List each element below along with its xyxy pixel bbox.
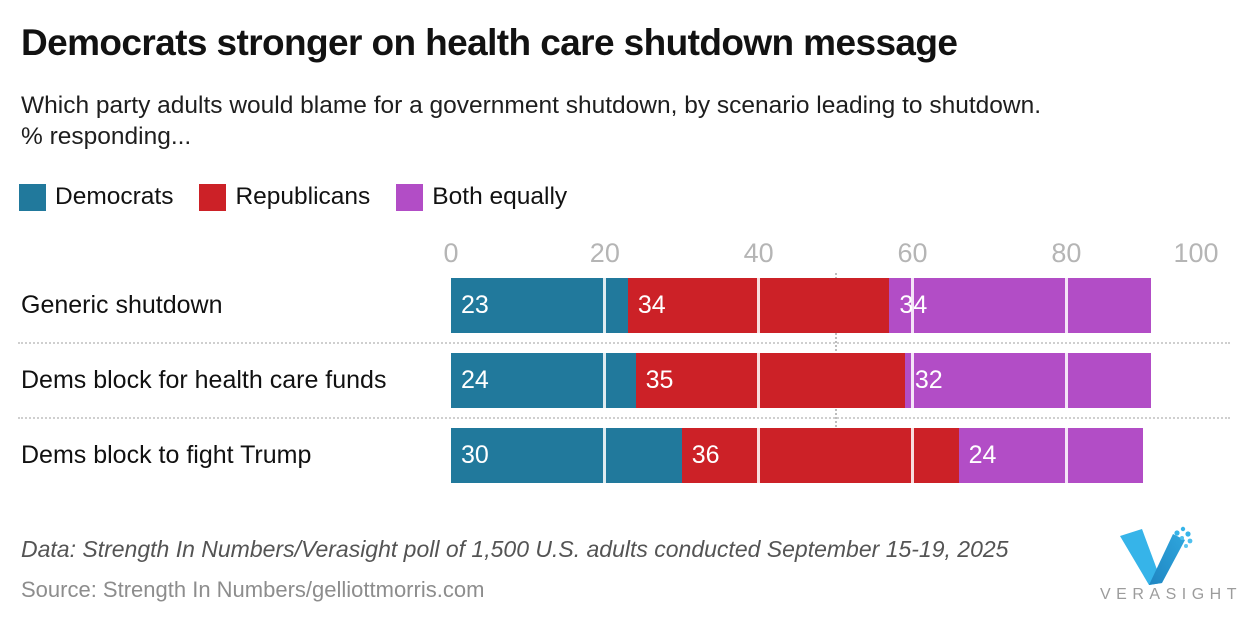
- legend-label: Democrats: [55, 183, 174, 210]
- legend-item-republicans: Republicans: [199, 183, 370, 211]
- chart-legend: Democrats Republicans Both equally: [19, 183, 567, 211]
- tick-gridline: [757, 353, 761, 408]
- axis-tick-label: 60: [897, 238, 928, 268]
- value-label: 23: [461, 291, 489, 319]
- data-note: Data: Strength In Numbers/Verasight poll…: [21, 536, 1009, 562]
- value-label: 35: [645, 366, 674, 394]
- value-label: 32: [914, 366, 943, 394]
- verasight-logo-icon: [1118, 526, 1198, 588]
- tick-gridline: [603, 353, 607, 408]
- subtitle-line-1: Which party adults would blame for a gov…: [21, 92, 1042, 119]
- legend-label: Republicans: [235, 183, 371, 210]
- tick-gridline: [1064, 278, 1068, 333]
- category-label: Generic shutdown: [21, 291, 223, 319]
- legend-item-democrats: Democrats: [19, 183, 173, 211]
- value-label: 36: [691, 441, 720, 469]
- tick-gridline: [757, 278, 761, 333]
- tick-gridline: [1064, 428, 1068, 483]
- value-label: 34: [637, 291, 666, 319]
- bar-segment-republicans: 35: [635, 353, 905, 408]
- value-label: 30: [461, 441, 489, 469]
- bar-segment-democrats: 30: [451, 428, 682, 483]
- bar-row: 30 36 24: [451, 428, 1144, 483]
- value-label: 24: [968, 441, 997, 469]
- tick-gridline: [911, 278, 915, 333]
- tick-gridline: [603, 278, 607, 333]
- tick-gridline: [1064, 353, 1068, 408]
- category-label: Dems block for health care funds: [21, 366, 387, 394]
- axis-tick-label: 0: [443, 238, 459, 268]
- bar-segment-both-equally: 32: [904, 353, 1151, 408]
- page-title: Democrats stronger on health care shutdo…: [21, 22, 958, 63]
- bar-segment-republicans: 36: [681, 428, 959, 483]
- value-label: 34: [899, 291, 928, 319]
- legend-item-both-equally: Both equally: [396, 183, 567, 211]
- tick-gridline: [911, 353, 915, 408]
- legend-label: Both equally: [432, 183, 568, 210]
- chart-subtitle: Which party adults would blame for a gov…: [21, 90, 1041, 152]
- row-separator: [18, 417, 1230, 419]
- value-label: 24: [461, 366, 489, 394]
- tick-gridline: [911, 428, 915, 483]
- bar-row: 23 34 34: [451, 278, 1151, 333]
- axis-tick-label: 20: [589, 238, 620, 268]
- axis-tick-label: 40: [743, 238, 774, 268]
- axis-tick-label: 100: [1173, 238, 1219, 268]
- subtitle-line-2: % responding...: [21, 123, 192, 150]
- tick-gridline: [757, 428, 761, 483]
- bar-segment-both-equally: 34: [889, 278, 1151, 333]
- democrats-swatch-icon: [19, 183, 46, 211]
- bar-row: 24 35 32: [451, 353, 1151, 408]
- tick-gridline: [603, 428, 607, 483]
- bar-segment-democrats: 23: [451, 278, 628, 333]
- republicans-swatch-icon: [199, 183, 227, 211]
- row-separator: [18, 342, 1230, 344]
- bar-segment-both-equally: 24: [958, 428, 1144, 483]
- bar-segment-democrats: 24: [451, 353, 636, 408]
- both-equally-swatch-icon: [396, 183, 424, 211]
- verasight-wordmark: VERASIGHT: [1100, 586, 1240, 603]
- axis-tick-label: 80: [1051, 238, 1082, 268]
- source-credit: Source: Strength In Numbers/gelliottmorr…: [21, 577, 485, 602]
- category-label: Dems block to fight Trump: [21, 441, 312, 469]
